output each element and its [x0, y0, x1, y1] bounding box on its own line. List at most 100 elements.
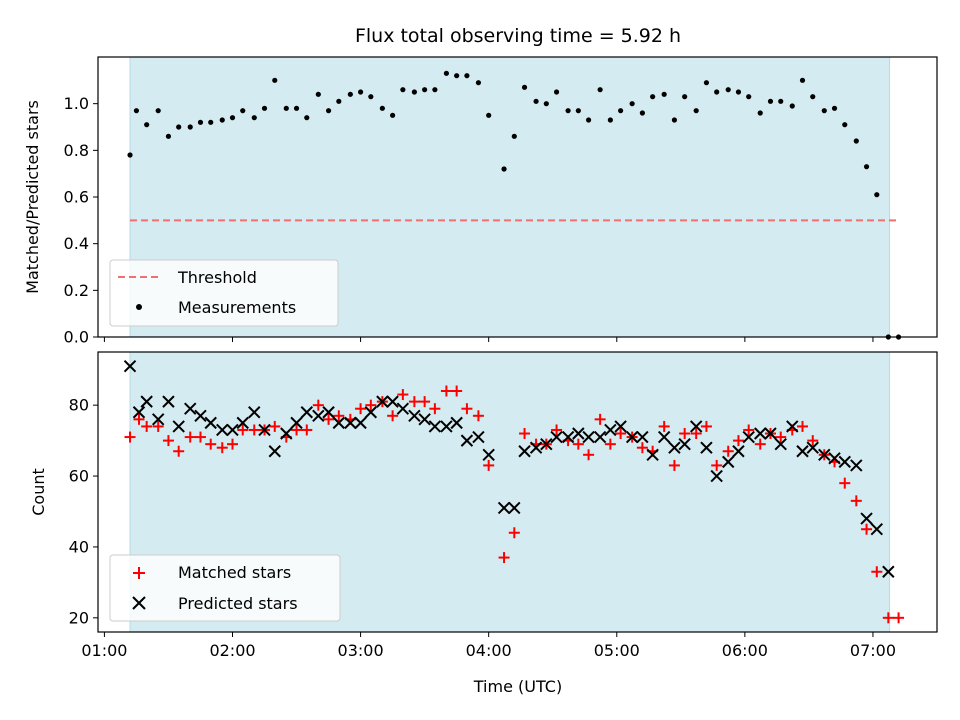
predicted-star-point [882, 565, 895, 578]
matched-star-point [700, 420, 712, 432]
measurement-point [379, 105, 385, 111]
measurement-point [650, 94, 656, 100]
y-axis-label-bottom: Count [29, 468, 48, 516]
measurement-point [682, 94, 688, 100]
predicted-legend-marker [132, 596, 146, 610]
measurement-point [336, 98, 342, 104]
measurement-point [511, 133, 517, 139]
predicted-star-point [732, 445, 745, 458]
y-tick-label-top: 0.2 [64, 281, 89, 300]
matched-star-point [141, 420, 153, 432]
legend-top: Threshold Measurements [109, 259, 339, 327]
predicted-star-point [870, 523, 884, 536]
y-tick-label-top: 0.6 [64, 188, 89, 207]
measurement-point [810, 94, 816, 100]
matched-star-point [519, 428, 531, 440]
matched-star-point [365, 399, 377, 411]
measurement-point [607, 117, 613, 123]
measurement-point [475, 80, 482, 86]
predicted-star-point [172, 420, 185, 433]
measurement-point [799, 77, 806, 83]
predicted-star-point [460, 434, 474, 447]
matched-star-point [658, 420, 670, 432]
predicted-star-point [518, 445, 531, 458]
measurement-point [432, 87, 438, 93]
predicted-star-point [290, 416, 303, 430]
matched-star-point [722, 445, 734, 457]
predicted-star-point [418, 413, 431, 426]
measurement-point [293, 105, 300, 111]
matched-star-point [572, 438, 584, 450]
matched-star-point [743, 424, 755, 436]
measurement-point [543, 101, 549, 107]
matched-star-point [508, 527, 520, 539]
predicted-star-point [764, 427, 777, 440]
x-axis-label: Time (UTC) [473, 677, 562, 696]
matched-star-point [133, 413, 145, 425]
plot-frame-bottom [97, 351, 938, 633]
predicted-star-point [774, 437, 787, 451]
legend-box-bottom [109, 554, 341, 622]
measurement-point [618, 108, 624, 114]
predicted-star-point [322, 406, 335, 419]
predicted-star-point [838, 455, 851, 469]
measurement-point [597, 87, 603, 93]
predicted-star-point [710, 469, 723, 483]
predicted-star-point [408, 409, 421, 423]
predicted-star-point [194, 409, 207, 423]
measurement-point [144, 122, 150, 128]
predicted-star-point [280, 427, 293, 440]
measurement-point [842, 122, 848, 128]
matched-star-point [861, 523, 873, 535]
measurements-legend-label: Measurements [178, 298, 296, 317]
measurement-point [533, 98, 539, 104]
predicted-star-point [450, 416, 463, 430]
measurement-point [757, 110, 763, 116]
y-tick-label-top: 0.4 [64, 234, 89, 253]
predicted-legend-label: Predicted stars [178, 594, 298, 613]
count-marks [123, 359, 905, 624]
predicted-star-point [312, 409, 325, 423]
matched-star-point [333, 410, 345, 422]
matched-legend-label: Matched stars [178, 563, 291, 582]
matched-star-point [216, 442, 228, 454]
measurement-point [454, 73, 460, 79]
measurement-point [251, 115, 257, 121]
measurement-point [585, 117, 592, 123]
matched-star-point [301, 424, 313, 436]
matched-star-point [162, 435, 174, 447]
measurement-point [486, 112, 492, 118]
measurement-point [821, 108, 827, 114]
measurement-point [464, 73, 470, 79]
matched-star-point [194, 431, 206, 443]
predicted-star-point [204, 416, 217, 430]
x-tick-label: 02:00 [209, 641, 255, 660]
matched-star-point [483, 459, 495, 471]
measurement-point [133, 108, 140, 114]
predicted-star-point [216, 423, 229, 437]
predicted-star-point [796, 445, 809, 458]
y-axis-label-top: Matched/Predicted stars [23, 100, 42, 294]
matched-star-point [451, 385, 463, 397]
x-tick-label: 04:00 [466, 641, 512, 660]
measurement-point [155, 108, 161, 114]
measurement-point [283, 105, 289, 111]
matched-star-point [355, 403, 367, 415]
predicted-star-point [614, 420, 627, 433]
predicted-star-point [440, 420, 453, 433]
matched-star-point [461, 403, 473, 415]
predicted-star-point [786, 420, 799, 433]
measurement-point [767, 98, 774, 104]
x-ticks-top [103, 337, 874, 342]
predicted-star-point [123, 359, 137, 373]
measurement-point [853, 138, 859, 144]
predicted-star-point [550, 430, 563, 444]
matched-star-point [754, 438, 766, 450]
measurement-point [208, 119, 214, 125]
predicted-star-point [354, 416, 367, 430]
matched-star-point [615, 428, 627, 440]
measurement-point [778, 98, 784, 104]
measurement-point [703, 80, 710, 86]
predicted-star-point [132, 406, 146, 419]
